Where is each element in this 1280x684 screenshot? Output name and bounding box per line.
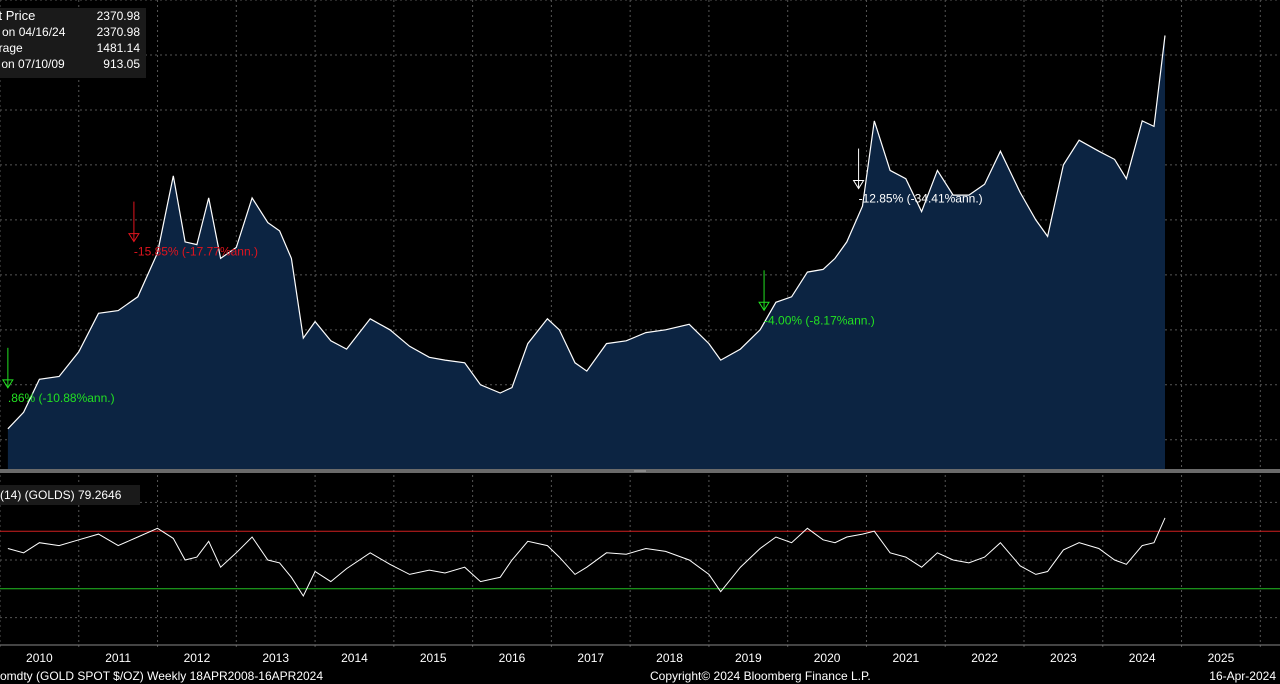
x-tick-label: 2015 [420,651,447,665]
x-tick-label: 2019 [735,651,762,665]
x-tick-label: 2011 [105,651,131,665]
drawdown-label: -15.85% (-17.77%ann.) [134,245,258,259]
price-legend: st Price 2370.98 h on 04/16/24 2370.98 e… [0,8,146,78]
x-tick-label: 2014 [341,651,368,665]
x-tick-label: 2023 [1050,651,1077,665]
x-tick-label: 2010 [26,651,53,665]
legend-value: 2370.98 [96,9,140,23]
x-tick-label: 2021 [892,651,919,665]
rsi-legend: (14) (GOLDS) 79.2646 [0,485,140,505]
x-tick-label: 2013 [262,651,289,665]
drawdown-label: .86% (-10.88%ann.) [8,391,115,405]
security-description: omdty (GOLD SPOT $/OZ) Weekly 18APR2008-… [0,669,324,683]
drawdown-annotations: .86% (-10.88%ann.) -15.85% (-17.77%ann.) -… [1,148,983,405]
drawdown-label: -12.85% (-34.41%ann.) [859,192,983,206]
x-tick-label: 2022 [971,651,998,665]
legend-label: st Price [0,8,36,23]
legend-label: erage [0,41,23,55]
drawdown-arrow [128,233,140,243]
price-panel [7,35,1166,470]
copyright: Copyright© 2024 Bloomberg Finance L.P. [650,669,871,683]
price-area [7,35,1165,470]
drawdown-label: -4.00% (-8.17%ann.) [764,313,875,327]
legend-row-high: h on 04/16/24 2370.98 [0,24,146,40]
rsi-panel [0,517,1280,598]
legend-row-average: erage 1481.14 [0,40,146,56]
drawdown-arrow [758,301,770,312]
as-of-date: 16-Apr-2024 [1209,669,1276,683]
legend-value: 2370.98 [96,25,140,39]
legend-row-last-price: st Price 2370.98 [0,8,146,24]
rsi-label: (14) (GOLDS) 79.2646 [0,488,122,502]
legend-row-low: v on 07/10/09 913.05 [0,56,146,72]
x-axis: 2010 2011 2012 2013 2014 2015 2016 2017 2018 2019… [0,644,1280,665]
legend-value: 1481.14 [96,41,140,55]
x-tick-label: 2018 [656,651,683,665]
x-tick-label: 2017 [577,651,604,665]
legend-label: v on 07/10/09 [0,57,65,71]
panel-divider[interactable] [0,469,1280,473]
x-tick-label: 2024 [1129,651,1156,665]
x-tick-label: 2025 [1208,651,1235,665]
rsi-line [7,517,1166,598]
legend-label: h on 04/16/24 [0,25,66,39]
x-tick-label: 2012 [184,651,211,665]
drawdown-arrow [852,180,865,190]
drawdown-arrow [1,379,14,389]
legend-value: 913.05 [103,57,140,71]
x-tick-label: 2016 [499,651,526,665]
chart-footer: omdty (GOLD SPOT $/OZ) Weekly 18APR2008-… [0,668,1280,684]
x-tick-label: 2020 [814,651,841,665]
